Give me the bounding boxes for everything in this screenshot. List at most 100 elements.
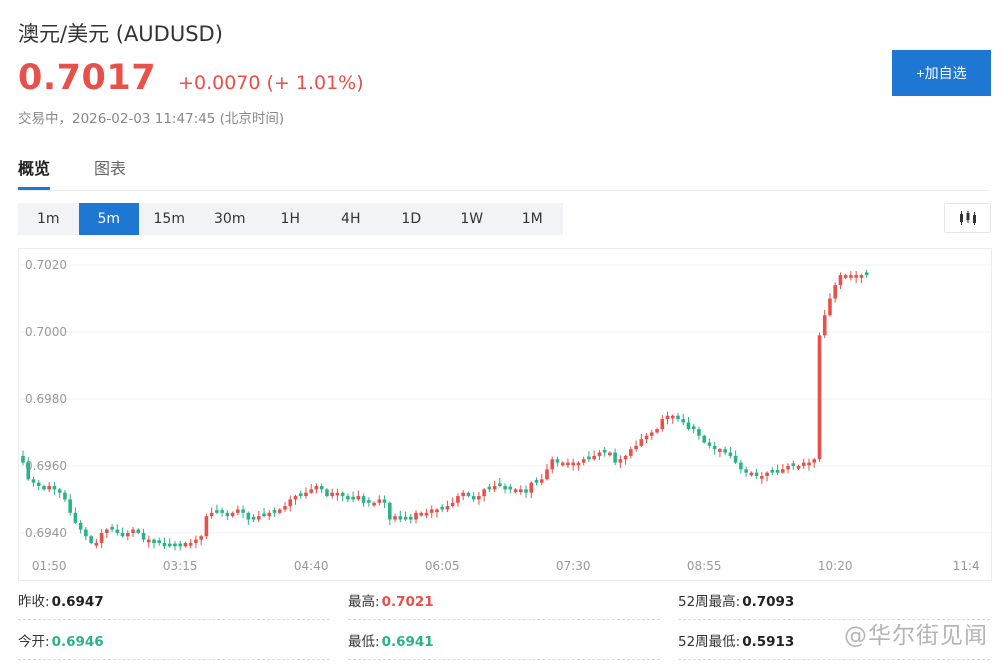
tab-chart[interactable]: 图表	[94, 159, 127, 178]
candle-body	[733, 455, 738, 463]
candle-body	[681, 419, 686, 423]
stat-label: 最高:	[348, 594, 380, 610]
candle-body	[31, 479, 36, 483]
candle-body	[760, 475, 764, 479]
candle-body	[68, 499, 72, 513]
stat-value: 0.6946	[51, 634, 104, 650]
period-1d[interactable]: 1D	[401, 211, 422, 227]
stat-item: 52周最低: 0.5913	[678, 630, 990, 660]
candle-body	[550, 459, 555, 470]
candle-body	[828, 298, 832, 316]
candle-body	[319, 486, 324, 490]
candle-body	[246, 512, 251, 520]
candle-body	[445, 506, 450, 510]
price-change: +0.0070 (+ 1.01%)	[178, 72, 364, 94]
candle-body	[309, 489, 313, 493]
candle-body	[340, 492, 345, 497]
candle-body	[754, 472, 759, 476]
x-tick-label: 08:55	[687, 559, 722, 573]
candle-body	[644, 435, 649, 440]
candle-body	[204, 516, 209, 537]
candle-body	[419, 512, 424, 516]
candle-body	[408, 516, 413, 520]
candle-body	[634, 445, 638, 450]
price-chart[interactable]: 0.7020 0.7000 0.6980 0.6960 0.6940 01:50 03:15…	[18, 248, 992, 581]
candle-body	[335, 492, 340, 496]
period-4h[interactable]: 4H	[341, 211, 361, 227]
candle-body	[503, 486, 507, 490]
candle-body	[94, 542, 99, 546]
candle-body	[361, 496, 366, 503]
candle-body	[655, 429, 659, 433]
candle-body	[377, 499, 382, 503]
candle-body	[115, 529, 120, 533]
add-watchlist-button[interactable]: +加自选	[892, 50, 991, 96]
stat-label: 昨收:	[18, 594, 50, 610]
candle-body	[492, 486, 497, 490]
x-tick-label: 07:30	[556, 559, 591, 573]
candle-body	[838, 275, 843, 286]
candle-body	[498, 483, 502, 487]
stat-item: 最低: 0.6941	[348, 630, 660, 660]
candle-body	[236, 509, 240, 513]
candle-body	[676, 415, 680, 420]
candle-body	[215, 510, 219, 513]
x-tick-label: 01:50	[32, 559, 67, 573]
period-5m[interactable]: 5m	[78, 203, 139, 235]
candle-body	[36, 482, 41, 487]
candle-body	[293, 496, 298, 500]
period-1w[interactable]: 1W	[460, 211, 484, 227]
y-tick-label: 0.6960	[25, 459, 67, 473]
candle-body	[42, 486, 46, 490]
candle-body	[346, 496, 350, 500]
candle-body	[220, 510, 224, 513]
chart-type-button[interactable]	[944, 203, 991, 233]
candle-body	[781, 469, 785, 473]
period-1h[interactable]: 1H	[280, 211, 300, 227]
candle-body	[141, 532, 146, 540]
candle-body	[650, 432, 654, 436]
candle-body	[194, 539, 198, 543]
candle-body	[508, 486, 513, 490]
stat-item: 昨收: 0.6947	[18, 590, 330, 620]
candle-body	[749, 472, 754, 476]
period-30m[interactable]: 30m	[214, 211, 246, 227]
candle-body	[162, 542, 167, 547]
candle-body	[513, 489, 518, 493]
instrument-title: 澳元/美元 (AUDUSD)	[18, 22, 223, 46]
period-15m[interactable]: 15m	[153, 211, 185, 227]
candle-body	[707, 442, 712, 446]
candle-body	[801, 462, 806, 466]
candle-body	[26, 462, 31, 480]
candle-body	[330, 492, 334, 497]
candle-body	[796, 465, 801, 469]
candle-body	[450, 502, 455, 507]
candle-body	[178, 543, 182, 547]
candle-body	[157, 540, 162, 543]
candle-body	[864, 272, 869, 276]
candle-body	[57, 489, 62, 493]
candle-body	[691, 426, 696, 430]
candle-body	[461, 492, 465, 497]
stat-item: 今开: 0.6946	[18, 630, 330, 660]
candle-body	[152, 539, 156, 543]
stat-value: 0.6941	[381, 634, 434, 650]
candle-body	[555, 459, 560, 463]
candle-body	[597, 452, 602, 456]
candle-body	[136, 529, 141, 533]
candle-body	[581, 459, 586, 463]
candle-body	[63, 492, 67, 500]
candle-body	[639, 439, 644, 446]
candle-body	[414, 512, 418, 520]
stat-value: 0.6947	[51, 594, 104, 610]
candle-body	[765, 472, 769, 476]
candle-body	[539, 479, 544, 483]
candle-body	[613, 452, 617, 463]
candle-body	[272, 510, 277, 513]
tab-overview[interactable]: 概览	[18, 150, 51, 190]
candle-body	[84, 529, 88, 537]
period-1mo[interactable]: 1M	[521, 211, 543, 227]
x-tick-label: 10:20	[818, 559, 853, 573]
candle-body	[241, 509, 245, 513]
period-1m[interactable]: 1m	[36, 211, 60, 227]
